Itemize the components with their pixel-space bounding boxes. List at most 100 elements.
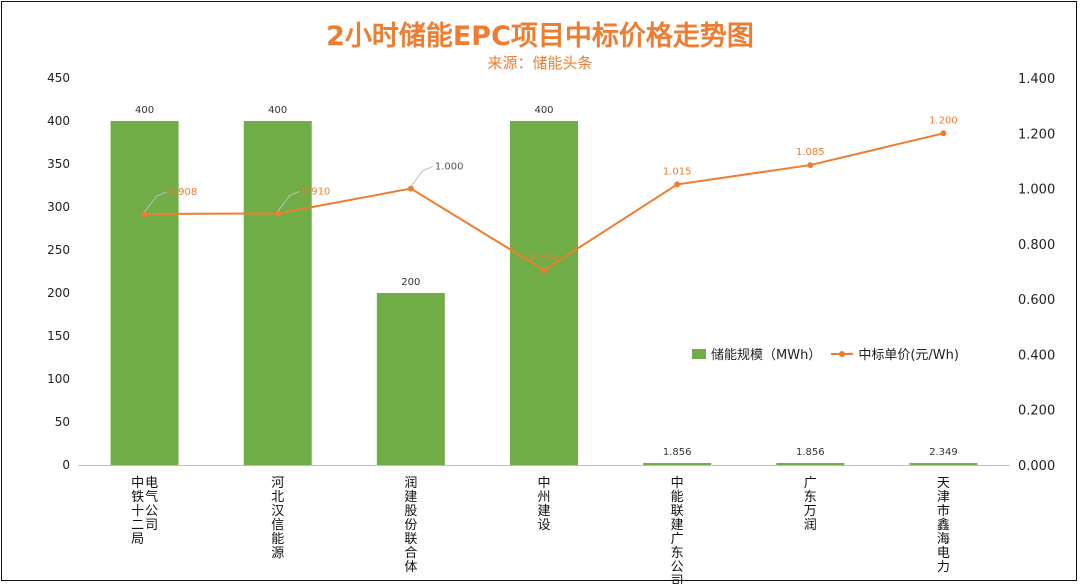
bar-value-label: 1.856 [796, 447, 825, 458]
price-point [274, 210, 281, 217]
y-right-tick-label: 0.000 [1018, 459, 1055, 474]
x-tick-label-char: 能 [671, 490, 684, 505]
y-left-tick-label: 450 [47, 71, 70, 85]
legend-line-label: 中标单价(元/Wh) [858, 348, 959, 363]
y-left-tick-label: 150 [47, 329, 70, 343]
legend-item-line: 中标单价(元/Wh) [831, 344, 959, 363]
x-tick-label-char: 天 [937, 476, 950, 491]
x-tick-label-char: 河 [271, 476, 284, 491]
bar-value-label: 400 [135, 105, 154, 116]
bar-value-label: 400 [268, 105, 287, 116]
x-tick-label-char: 汉 [271, 504, 284, 519]
y-right-tick-label: 1.000 [1018, 183, 1055, 198]
x-tick-label-char: 联 [404, 532, 417, 547]
x-tick-label-char: 设 [537, 518, 550, 533]
x-tick-label-char: 气 [145, 489, 158, 505]
bar-value-label: 2.349 [929, 447, 958, 458]
y-right-tick-label: 0.200 [1018, 404, 1055, 419]
y-left-tick-label: 300 [47, 200, 70, 214]
x-tick-label-char: 润 [804, 518, 817, 533]
x-tick-label-char: 电 [937, 546, 950, 561]
legend-bar-swatch [692, 348, 706, 359]
bar [909, 462, 978, 465]
bar [376, 293, 445, 465]
price-value-label: 1.085 [796, 147, 825, 158]
x-tick-label-char: 铁 [131, 490, 144, 505]
price-label-leader [144, 191, 167, 213]
x-tick-label-char: 东 [804, 490, 817, 505]
x-tick-label-char: 津 [937, 490, 950, 505]
bar [110, 121, 179, 465]
y-left-tick-label: 350 [47, 157, 70, 171]
x-tick-label-char: 北 [271, 490, 284, 505]
price-value-label: 0.910 [302, 186, 331, 197]
y-left-tick-label: 200 [47, 286, 70, 300]
x-tick-label-char: 广 [671, 532, 684, 547]
price-point [807, 162, 814, 169]
price-value-label: 0.705 [530, 252, 559, 263]
legend-item-bar: 储能规模（MWh） [692, 344, 821, 363]
y-right-tick-label: 0.400 [1018, 348, 1055, 363]
price-value-label: 1.200 [929, 115, 958, 126]
price-point [674, 181, 681, 188]
x-tick-label-char: 合 [404, 546, 417, 561]
x-tick-label-char: 中 [131, 476, 144, 491]
y-left-tick-label: 50 [55, 415, 70, 429]
x-tick-label-char: 能 [271, 532, 284, 547]
x-tick-label-char: 润 [404, 476, 417, 491]
y-right-tick-label: 1.200 [1018, 127, 1055, 142]
price-value-label: 1.015 [663, 166, 692, 177]
bar-value-label: 400 [534, 105, 553, 116]
bar-value-label: 1.856 [663, 447, 692, 458]
x-tick-label-char: 建 [671, 518, 684, 533]
x-tick-label-char: 中 [537, 476, 550, 491]
price-point [407, 185, 414, 192]
chart-subtitle: 来源：储能头条 [487, 54, 593, 72]
x-tick-label-char: 海 [937, 532, 950, 547]
x-tick-label-char: 信 [271, 518, 284, 533]
x-tick-label-char: 公 [671, 560, 684, 575]
price-label-leader [277, 190, 300, 212]
price-value-label: 1.000 [435, 162, 464, 173]
x-tick-label-char: 体 [404, 560, 417, 575]
price-value-label: 0.908 [169, 187, 198, 198]
x-tick-label-char: 份 [404, 518, 417, 533]
price-point [141, 211, 148, 218]
x-tick-label-char: 司 [145, 518, 158, 533]
price-point [940, 130, 947, 137]
x-tick-label-char: 十 [131, 504, 144, 519]
y-left-tick-label: 250 [47, 243, 70, 257]
x-tick-label-char: 市 [937, 503, 950, 519]
y-right-tick-label: 1.400 [1018, 72, 1055, 87]
x-tick-label-char: 力 [937, 560, 950, 575]
x-tick-label-char: 建 [537, 504, 550, 519]
x-tick-label-char: 股 [404, 504, 417, 519]
y-left-tick-label: 400 [47, 114, 70, 128]
y-right-tick-label: 0.800 [1018, 238, 1055, 253]
x-tick-label-char: 源 [271, 546, 284, 561]
x-tick-label-char: 电 [145, 476, 158, 491]
x-tick-label-char: 二 [131, 518, 144, 533]
x-tick-label-char: 广 [804, 476, 817, 491]
x-tick-label-char: 中 [671, 476, 684, 491]
x-tick-label-char: 州 [537, 490, 550, 505]
bar [776, 463, 845, 465]
x-tick-label-char: 建 [404, 490, 417, 505]
x-tick-label-char: 联 [671, 504, 684, 519]
legend: 储能规模（MWh） 中标单价(元/Wh) [692, 344, 969, 363]
y-right-tick-label: 0.600 [1018, 293, 1055, 308]
x-tick-label-char: 局 [131, 532, 144, 547]
bar [243, 121, 312, 465]
y-left-tick-label: 100 [47, 372, 70, 386]
x-tick-label-char: 鑫 [937, 517, 950, 533]
y-left-tick-label: 0 [62, 458, 70, 472]
bar-value-label: 200 [401, 277, 420, 288]
legend-line-swatch [831, 349, 854, 359]
price-label-leader [410, 166, 434, 187]
x-tick-label-char: 万 [804, 504, 817, 519]
price-point [541, 267, 547, 274]
bar [643, 463, 712, 465]
chart-title: 2小时储能EPC项目中标价格走势图 [326, 21, 754, 52]
bar [510, 121, 578, 465]
